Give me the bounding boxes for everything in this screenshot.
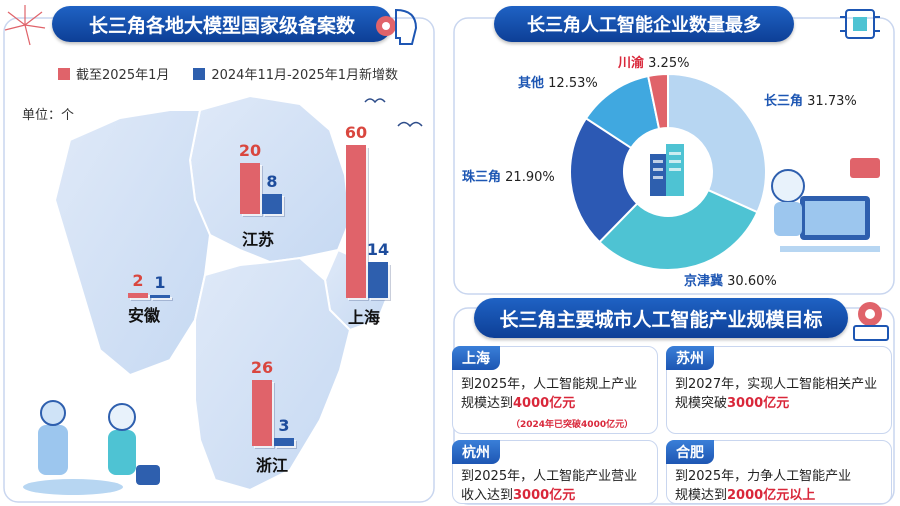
pie-name-yrd: 长三角 xyxy=(764,94,804,109)
bar-zhejiang-new xyxy=(274,438,294,446)
legend-label-new: 2024年11月-2025年1月新增数 xyxy=(211,68,399,83)
card-text-shanghai: 到2025年，人工智能规上产业 规模达到4000亿元 xyxy=(461,375,637,413)
target-card-shanghai: 上海 到2025年，人工智能规上产业 规模达到4000亿元 （2024年已突破4… xyxy=(452,346,658,434)
donut-chart xyxy=(569,72,767,271)
region-label-zhejiang: 浙江 xyxy=(256,456,289,475)
right-panel: 长三角人工智能企业数量最多 川渝 3.25% 其他 12.53% 长三角 31.… xyxy=(448,0,900,506)
card-line2-hefei: 规模达到2000亿元以上 xyxy=(675,486,851,505)
legend-swatch-red xyxy=(58,67,70,80)
bar-value-shanghai-new: 14 xyxy=(366,240,390,260)
card-tag-shanghai: 上海 xyxy=(452,346,500,370)
pie-value-cy: 3.25% xyxy=(648,56,690,71)
chart-legend: 截至2025年1月 2024年11月-2025年1月新增数 xyxy=(58,64,398,83)
bar-jiangsu-total xyxy=(240,163,260,214)
region-label-anhui: 安徽 xyxy=(128,306,161,325)
bar-shanghai-total xyxy=(346,145,366,298)
card-line2-hangzhou: 收入达到3000亿元 xyxy=(461,486,637,505)
unit-label: 单位：个 xyxy=(22,108,75,123)
pie-name-prd: 珠三角 xyxy=(462,170,502,185)
legend-swatch-blue xyxy=(193,67,206,80)
pie-name-other: 其他 xyxy=(518,76,545,91)
firework-decoration xyxy=(4,5,46,46)
target-card-hefei: 合肥 到2025年，力争人工智能产业 规模达到2000亿元以上 xyxy=(666,440,892,504)
card-target-hefei: 2000亿元以上 xyxy=(727,488,816,503)
pie-value-yrd: 31.73% xyxy=(807,94,857,109)
bar-value-jiangsu-new: 8 xyxy=(266,171,278,191)
donut-slice-jingjinji xyxy=(598,188,759,271)
pie-label-jjj: 京津冀 30.60% xyxy=(684,270,777,289)
chip-icon xyxy=(840,9,880,39)
pie-title: 长三角人工智能企业数量最多 xyxy=(494,6,794,42)
region-label-jiangsu: 江苏 xyxy=(242,230,275,249)
ai-head-gear-icon xyxy=(376,8,418,45)
card-tag-hangzhou: 杭州 xyxy=(452,440,500,464)
donut-slice-yangtze xyxy=(667,72,767,214)
pie-label-yangtze: 长三角 31.73% xyxy=(764,90,857,109)
card-line2pre-hefei: 规模达到 xyxy=(675,488,728,503)
bar-value-anhui-new: 1 xyxy=(154,273,166,292)
target-card-hangzhou: 杭州 到2025年，人工智能产业营业 收入达到3000亿元 xyxy=(452,440,658,504)
left-title: 长三角各地大模型国家级备案数 xyxy=(52,6,392,42)
card-line1-shanghai: 到2025年，人工智能规上产业 xyxy=(461,377,638,392)
card-line2-shanghai: 规模达到4000亿元 xyxy=(461,394,637,413)
birds-decoration xyxy=(364,98,423,128)
card-target-shanghai: 4000亿元 xyxy=(513,396,576,411)
card-text-suzhou: 到2027年，实现人工智能相关产业 规模突破3000亿元 xyxy=(675,375,877,413)
map-zhejiang xyxy=(194,256,352,492)
pie-label-sichuan-chongqing: 川渝 3.25% xyxy=(618,52,689,71)
robots-illustration xyxy=(23,400,160,495)
bar-value-anhui-total: 2 xyxy=(132,270,144,290)
donut-slice-chuanyu xyxy=(646,72,669,131)
bar-value-shanghai-total: 60 xyxy=(344,123,368,142)
bar-anhui-total xyxy=(128,292,148,298)
card-line2pre-shanghai: 规模达到 xyxy=(461,396,514,411)
bar-zhejiang-total xyxy=(252,379,272,446)
card-note-shanghai: （2024年已突破4000亿元） xyxy=(511,420,634,430)
card-line1-hangzhou: 到2025年，人工智能产业营业 xyxy=(461,469,638,484)
card-line2pre-suzhou: 规模突破 xyxy=(675,396,728,411)
bar-anhui-new xyxy=(150,295,170,298)
card-target-hangzhou: 3000亿元 xyxy=(513,488,576,503)
pie-label-prd: 珠三角 21.90% xyxy=(462,166,555,185)
pie-value-other: 12.53% xyxy=(548,76,598,91)
bar-shanghai-new xyxy=(368,262,388,298)
building-icon xyxy=(632,132,704,204)
target-card-suzhou: 苏州 到2027年，实现人工智能相关产业 规模突破3000亿元 xyxy=(666,346,892,434)
bar-value-jiangsu-total: 20 xyxy=(238,141,262,160)
card-line2pre-hangzhou: 收入达到 xyxy=(461,488,514,503)
region-label-shanghai: 上海 xyxy=(348,308,381,327)
card-text-hangzhou: 到2025年，人工智能产业营业 收入达到3000亿元 xyxy=(461,467,637,505)
left-panel: 长三角各地大模型国家级备案数 截至2025年1月 2024年11月-2025年1… xyxy=(0,0,440,506)
bar-value-zhejiang-new: 3 xyxy=(278,416,290,436)
settings-monitor-icon xyxy=(853,302,889,341)
pie-value-prd: 21.90% xyxy=(505,170,555,185)
bar-value-zhejiang-total: 26 xyxy=(250,357,274,377)
pie-label-other: 其他 12.53% xyxy=(518,72,598,91)
robot-desk-illustration xyxy=(771,158,880,252)
pie-name-jjj: 京津冀 xyxy=(684,274,724,289)
bar-jiangsu-new xyxy=(262,193,282,214)
pie-name-cy: 川渝 xyxy=(618,56,645,71)
legend-item-total: 截至2025年1月 xyxy=(58,64,169,83)
legend-item-new: 2024年11月-2025年1月新增数 xyxy=(193,64,398,83)
card-text-hefei: 到2025年，力争人工智能产业 规模达到2000亿元以上 xyxy=(675,467,851,505)
card-line2-suzhou: 规模突破3000亿元 xyxy=(675,394,877,413)
card-tag-hefei: 合肥 xyxy=(666,440,714,464)
map-anhui xyxy=(53,109,212,377)
card-target-suzhou: 3000亿元 xyxy=(727,396,790,411)
card-tag-suzhou: 苏州 xyxy=(666,346,714,370)
card-line1-hefei: 到2025年，力争人工智能产业 xyxy=(675,469,852,484)
legend-label-total: 截至2025年1月 xyxy=(76,68,170,83)
bottom-title: 长三角主要城市人工智能产业规模目标 xyxy=(474,298,848,338)
card-line1-suzhou: 到2027年，实现人工智能相关产业 xyxy=(675,377,878,392)
donut-slice-prd xyxy=(569,116,639,244)
pie-value-jjj: 30.60% xyxy=(727,274,777,289)
